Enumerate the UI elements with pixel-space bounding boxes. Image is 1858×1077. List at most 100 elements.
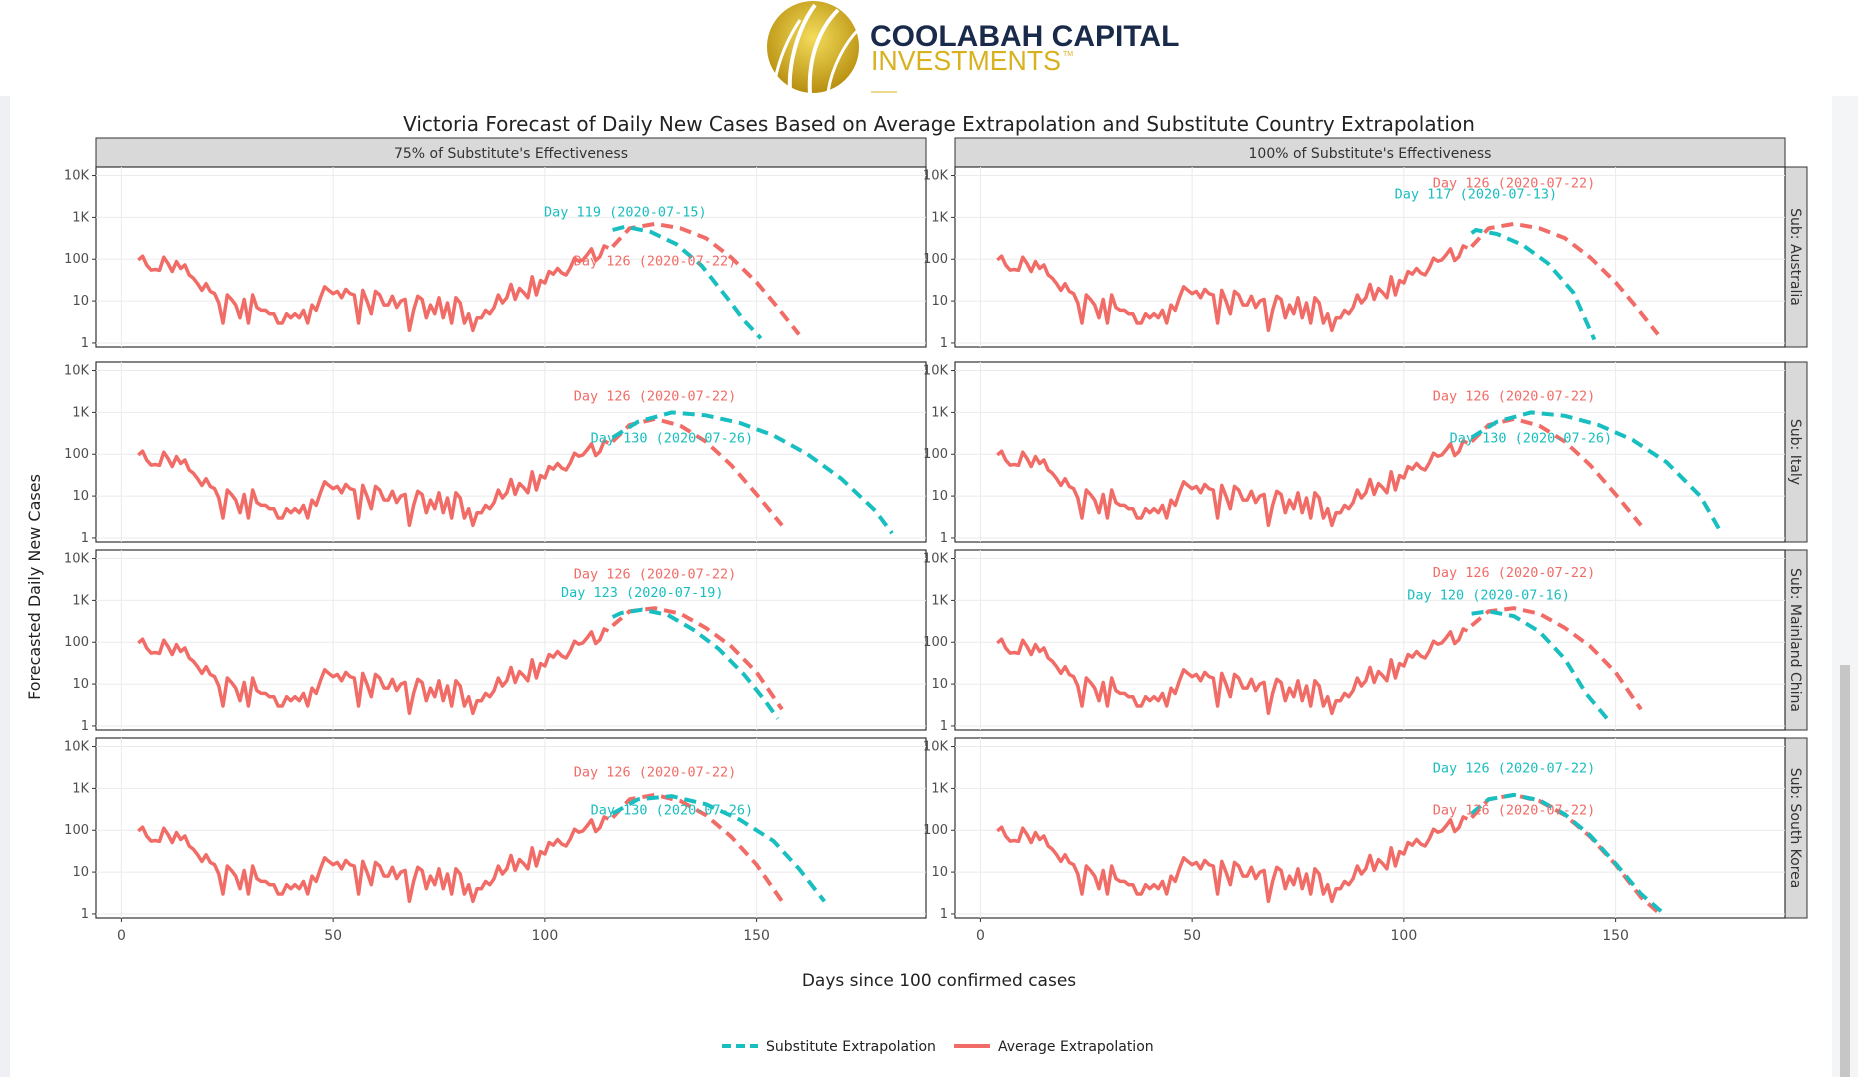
y-tick-label: 1K xyxy=(72,593,89,608)
y-tick-label: 1 xyxy=(940,336,948,351)
facet-panel: 1 10 100 1K 10K Day 126 (2020-07-22) Day 120 (… xyxy=(923,549,1786,734)
facet-panel: 1 10 100 1K 10K Day 126 (2020-07-22) Day 123 (… xyxy=(64,549,927,734)
y-tick-label: 100 xyxy=(64,252,89,267)
y-tick-label: 1K xyxy=(72,781,89,796)
legend-label-substitute: Substitute Extrapolation xyxy=(766,1039,936,1055)
panel-background xyxy=(95,549,927,731)
peak-annotation: Day 126 (2020-07-22) xyxy=(1433,802,1596,818)
y-tick-label: 100 xyxy=(923,252,948,267)
y-tick-label: 100 xyxy=(64,447,89,462)
series-line-substitute xyxy=(1470,227,1597,341)
facet-strip-row-label: Sub: Italy xyxy=(1787,419,1803,485)
peak-annotation: Day 130 (2020-07-26) xyxy=(591,802,754,818)
series-line-average xyxy=(611,221,801,336)
panel-background xyxy=(95,361,927,543)
x-tick-label: 0 xyxy=(976,928,985,944)
y-tick-label: 10 xyxy=(72,677,89,692)
y-tick-label: 10K xyxy=(64,364,90,379)
y-tick-label: 1K xyxy=(72,210,89,225)
y-tick-label: 10K xyxy=(64,740,90,755)
series-line-substitute xyxy=(611,794,826,903)
panel-background xyxy=(954,361,1786,543)
y-tick-label: 1K xyxy=(72,405,89,420)
y-tick-label: 10 xyxy=(72,489,89,504)
y-tick-label: 100 xyxy=(923,635,948,650)
y-tick-label: 1K xyxy=(931,210,948,225)
series-line-observed xyxy=(996,627,1469,716)
series-line-substitute xyxy=(1470,410,1724,535)
facet-panel: 1 10 100 1K 10K Day 126 (2020-07-22) Day 130 (… xyxy=(64,737,927,944)
brand-name-line2: INVESTMENTS xyxy=(871,45,1061,76)
y-tick-label: 10 xyxy=(931,489,948,504)
peak-annotation: Day 123 (2020-07-19) xyxy=(561,585,724,601)
peak-annotation: Day 130 (2020-07-26) xyxy=(1450,431,1613,447)
y-tick-label: 10K xyxy=(923,364,949,379)
peak-annotation: Day 126 (2020-07-22) xyxy=(574,254,737,270)
facet-strip-column xyxy=(954,137,1786,169)
series-line-average xyxy=(611,792,784,903)
peak-annotation: Day 126 (2020-07-22) xyxy=(1433,175,1596,191)
facet-panel: 1 10 100 1K 10K Day 126 (2020-07-22) Day 130 (… xyxy=(64,361,927,546)
series-line-observed xyxy=(137,439,610,528)
series-line-substitute xyxy=(611,410,894,535)
y-tick-label: 100 xyxy=(923,447,948,462)
brand-trademark: TM xyxy=(1063,51,1073,58)
facet-panel: 1 10 100 1K 10K Day 126 (2020-07-22)Day 117 (… xyxy=(923,166,1786,351)
series-line-observed xyxy=(996,244,1469,333)
y-tick-label: 1 xyxy=(81,531,89,546)
peak-annotation: Day 126 (2020-07-22) xyxy=(574,765,737,781)
facet-panel: 1 10 100 1K 10K Day 119 (2020-07-15) Day 126 (… xyxy=(64,166,927,351)
facet-strip-row-label: Sub: Mainland China xyxy=(1787,568,1803,712)
peak-annotation: Day 126 (2020-07-22) xyxy=(574,567,737,583)
brand-name-line1: COOLABAH CAPITAL xyxy=(870,20,1179,53)
peak-annotation: Day 126 (2020-07-22) xyxy=(1433,389,1596,405)
x-tick-label: 50 xyxy=(1183,928,1201,944)
y-tick-label: 1 xyxy=(81,336,89,351)
y-tick-label: 10K xyxy=(923,552,949,567)
series-line-observed xyxy=(137,815,610,904)
y-tick-label: 10K xyxy=(64,169,90,184)
y-tick-label: 100 xyxy=(923,823,948,838)
facet-strip-column-label: 75% of Substitute's Effectiveness xyxy=(394,146,628,162)
x-tick-label: 150 xyxy=(1602,928,1629,944)
y-tick-label: 10 xyxy=(72,294,89,309)
series-line-substitute xyxy=(612,224,763,340)
y-tick-label: 1K xyxy=(931,781,948,796)
facet-strip-column xyxy=(95,137,927,169)
x-axis-title: Days since 100 confirmed cases xyxy=(802,971,1076,991)
scrollbar-thumb[interactable] xyxy=(1840,665,1850,1077)
x-tick-label: 0 xyxy=(117,928,126,944)
logo-emblem-icon xyxy=(767,1,860,95)
peak-annotation: Day 119 (2020-07-15) xyxy=(544,205,707,221)
peak-annotation: Day 117 (2020-07-13) xyxy=(1395,187,1558,203)
x-tick-label: 150 xyxy=(743,928,770,944)
facet-panel: 1 10 100 1K 10K Day 126 (2020-07-22) Day 130 (… xyxy=(923,361,1786,546)
chart-title: Victoria Forecast of Daily New Cases Bas… xyxy=(403,112,1475,136)
y-tick-label: 100 xyxy=(64,635,89,650)
peak-annotation: Day 126 (2020-07-22) xyxy=(574,389,737,405)
y-tick-label: 10 xyxy=(931,294,948,309)
facet-strip-row-label: Sub: South Korea xyxy=(1787,768,1803,889)
y-tick-label: 10 xyxy=(931,865,948,880)
panel-background xyxy=(954,737,1786,919)
y-tick-label: 1K xyxy=(931,593,948,608)
series-line-observed xyxy=(137,244,610,333)
facet-panel: 1 10 100 1K 10K Day 126 (2020-07-22) Day 126 (… xyxy=(923,737,1786,944)
facet-strip-column-label: 100% of Substitute's Effectiveness xyxy=(1249,146,1492,162)
facet-strip-row-label: Sub: Australia xyxy=(1787,208,1803,306)
peak-annotation: Day 120 (2020-07-16) xyxy=(1407,588,1570,604)
panel-background xyxy=(954,549,1786,731)
y-tick-label: 10K xyxy=(923,169,949,184)
series-line-substitute xyxy=(1470,792,1664,914)
peak-annotation: Day 130 (2020-07-26) xyxy=(591,431,754,447)
series-line-observed xyxy=(137,627,610,716)
y-axis-title: Forecasted Daily New Cases xyxy=(25,474,44,700)
series-line-observed xyxy=(996,439,1469,528)
facet-panels: 75% of Substitute's Effectiveness 100% of… xyxy=(64,137,1808,944)
y-tick-label: 10 xyxy=(931,677,948,692)
y-tick-label: 10K xyxy=(923,740,949,755)
y-tick-label: 10K xyxy=(64,552,90,567)
y-tick-label: 10 xyxy=(72,865,89,880)
brand-logo: COOLABAH CAPITAL INVESTMENTS TM xyxy=(767,1,1179,95)
